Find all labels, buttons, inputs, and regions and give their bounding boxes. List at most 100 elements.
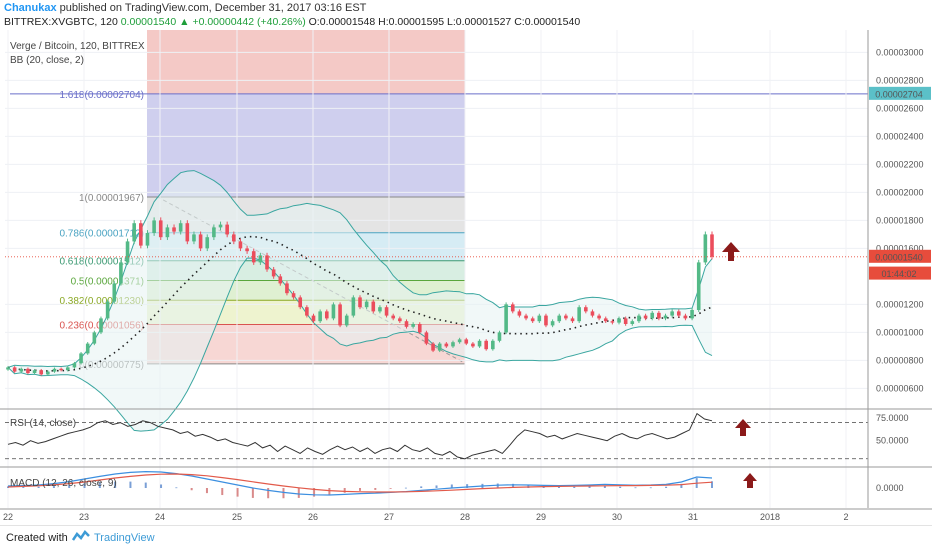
time-tick-label: 24 (155, 512, 165, 522)
candle-body (305, 307, 309, 316)
macd-histogram-bar (512, 483, 515, 488)
candle-body (391, 315, 396, 319)
price-tick-label: 0.00001800 (876, 215, 924, 225)
macd-histogram-bar (52, 486, 55, 488)
macd-histogram-bar (420, 486, 423, 488)
time-tick-label: 29 (536, 512, 546, 522)
fib-level-label: 0.786(0.00001712) (59, 229, 144, 240)
ohlc-close: C:0.00001540 (514, 16, 581, 28)
macd-histogram-bar (711, 481, 713, 488)
candle-body (683, 315, 688, 319)
time-tick-label: 25 (232, 512, 242, 522)
macd-histogram-bar (649, 487, 652, 489)
candle-body (623, 318, 628, 324)
candle-body (676, 311, 681, 316)
macd-signal-line (7, 473, 713, 493)
macd-histogram-bar (680, 483, 683, 488)
candle-body (703, 234, 708, 263)
candle-body (285, 283, 289, 294)
price-tick-label: 0.00002000 (876, 187, 924, 197)
fib-level-label: 0.618(0.00001512) (59, 257, 144, 268)
symbol-ohlc-line: BITTREX:XVGBTC, 120 0.00001540 ▲ +0.0000… (4, 16, 580, 28)
time-tick-label: 22 (3, 512, 13, 522)
rsi-tick-label: 50.0000 (876, 436, 909, 446)
price-badge (869, 266, 931, 280)
macd-histogram-bar (205, 488, 208, 494)
up-triangle-icon: ▲ (179, 16, 190, 28)
macd-histogram-bar (450, 484, 453, 488)
candle-body (603, 318, 608, 322)
candle-body (670, 311, 674, 316)
candle-body (112, 283, 117, 302)
macd-histogram-bar (634, 487, 637, 489)
candle-body (584, 307, 588, 312)
candle-body (537, 315, 542, 322)
candle-body (550, 321, 555, 326)
candle-body (238, 241, 243, 249)
candle-body (39, 370, 44, 375)
price-badge-label: 0.00002704 (875, 89, 923, 99)
candle-body (411, 324, 415, 327)
price-chart[interactable]: 1.618(0.00002704) 1(0.00001967) 0.786(0.00… (0, 30, 932, 525)
price-badge (869, 86, 931, 100)
candle-body (65, 367, 70, 371)
rsi-pane: 75.0000 50.0000 (5, 412, 909, 460)
candle-body (484, 340, 488, 350)
macd-histogram-bar (466, 484, 469, 488)
candle-body (139, 223, 143, 246)
price-tick-label: 0.00002200 (876, 159, 924, 169)
time-tick-label: 23 (79, 512, 89, 522)
candle-body (205, 237, 210, 249)
publish-info: Chanukax published on TradingView.com, D… (4, 2, 366, 14)
macd-histogram-bar (588, 486, 591, 488)
candle-body (398, 318, 402, 322)
macd-histogram-bar (404, 487, 407, 489)
price-tick-label: 0.00000800 (876, 355, 924, 365)
time-tick-label: 2018 (760, 512, 780, 522)
author-name[interactable]: Chanukax (4, 2, 57, 14)
price-tick-label: 0.00001600 (876, 243, 924, 253)
macd-histogram-bar (190, 488, 193, 491)
macd-histogram-bar (619, 486, 622, 488)
price-pane (5, 170, 868, 432)
candle-body (643, 315, 648, 319)
candle-body (338, 304, 342, 326)
candle-body (26, 368, 30, 373)
candle-body (477, 340, 482, 347)
created-with-text: Created with (6, 532, 68, 544)
candle-body (12, 367, 17, 372)
candle-body (85, 343, 90, 354)
candle-body (265, 255, 269, 270)
rsi-label: RSI (14, close) (10, 418, 76, 429)
price-tick-label: 0.00002400 (876, 131, 924, 141)
axes: 0.00003000 0.00002800 0.00002600 0.00002400… (0, 30, 932, 522)
candle-body (504, 304, 508, 333)
macd-histogram-bar (573, 486, 576, 488)
candle-body (152, 220, 156, 233)
candle-body (212, 227, 216, 238)
tradingview-brand-link[interactable]: TradingView (94, 532, 155, 544)
rsi-tick-label: 75.0000 (876, 413, 909, 423)
candle-body (351, 297, 356, 316)
candle-body (417, 324, 422, 333)
ohlc-low: L:0.00001527 (447, 16, 512, 28)
candle-body (424, 332, 429, 344)
bollinger-upper (7, 170, 713, 368)
tradingview-logo-icon (72, 530, 90, 541)
up-arrow-icon (722, 242, 740, 261)
time-tick-label: 2 (843, 512, 848, 522)
candle-body (258, 255, 263, 263)
macd-histogram-bar (114, 481, 117, 488)
candle-body (46, 371, 50, 375)
candle-body (617, 318, 621, 323)
macd-histogram-bar (359, 488, 361, 491)
candle-body (178, 223, 183, 232)
candle-body (19, 368, 24, 372)
price-tick-label: 0.00002800 (876, 75, 924, 85)
candle-body (637, 315, 641, 322)
fib-level-label: 1.618(0.00002704) (59, 90, 144, 101)
candle-body (650, 312, 655, 319)
candle-body (165, 227, 170, 238)
candle-body (198, 234, 203, 249)
candle-body (59, 368, 63, 371)
